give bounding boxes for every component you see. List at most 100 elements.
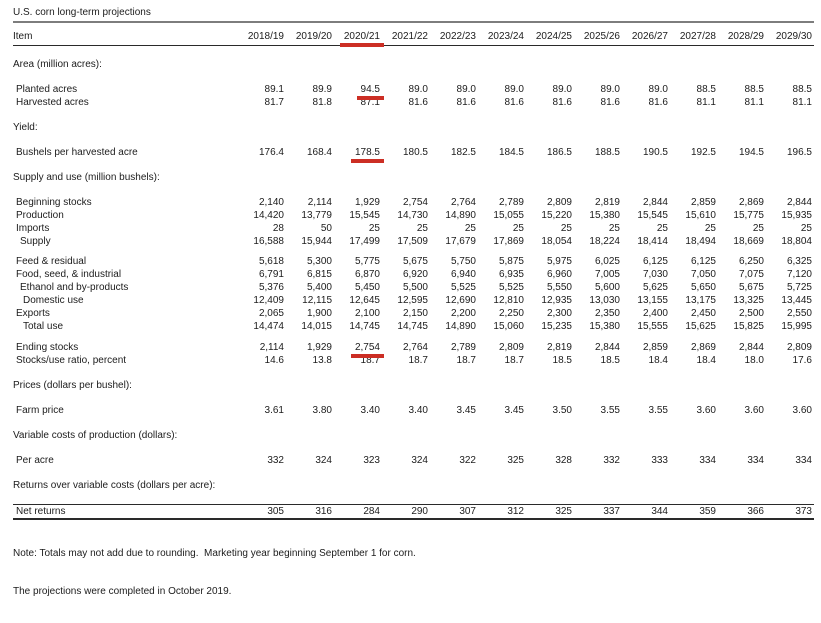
value-cell: 12,810 — [478, 294, 526, 307]
value-cell: 81.7 — [238, 96, 286, 109]
cell-value: 17,679 — [445, 236, 476, 247]
cell-value: 2,250 — [498, 308, 524, 319]
cell-value: 81.7 — [264, 97, 284, 108]
cell-value: 3.60 — [792, 405, 812, 416]
cell-value: 3.61 — [264, 405, 284, 416]
column-header-item: Item — [13, 29, 238, 46]
cell-value: 2,754 — [402, 197, 428, 208]
value-cell: 7,120 — [766, 268, 814, 281]
cell-value: 25 — [704, 223, 716, 234]
cell-value: 194.5 — [738, 147, 764, 158]
cell-value: 5,650 — [690, 282, 716, 293]
cell-value: 2,200 — [450, 308, 476, 319]
value-cell: 194.5 — [718, 146, 766, 159]
value-cell: 5,650 — [670, 281, 718, 294]
value-cell: 15,235 — [526, 320, 574, 333]
value-cell: 25 — [382, 222, 430, 235]
value-cell: 13.8 — [286, 354, 334, 367]
cell-value: 5,400 — [306, 282, 332, 293]
cell-value: 14,745 — [349, 321, 380, 332]
cell-value: 2,550 — [786, 308, 812, 319]
value-cell: 5,975 — [526, 248, 574, 268]
value-cell: 14,745 — [334, 320, 382, 333]
cell-value: 333 — [651, 455, 668, 466]
cell-value: 3.60 — [696, 405, 716, 416]
row-label: Supply — [20, 236, 51, 247]
column-header-year: 2025/26 — [574, 29, 622, 46]
cell-value: 2,764 — [450, 197, 476, 208]
value-cell: 17,509 — [382, 235, 430, 248]
value-cell: 334 — [766, 454, 814, 467]
value-cell: 87.1 — [334, 96, 382, 109]
value-cell: 6,025 — [574, 248, 622, 268]
column-header-year: 2027/28 — [670, 29, 718, 46]
value-cell: 89.0 — [478, 83, 526, 96]
cell-value: 25 — [560, 223, 572, 234]
column-header-year: 2019/20 — [286, 29, 334, 46]
value-cell: 2,114 — [238, 333, 286, 354]
header-row: Item 2018/19 2019/20 2020/21 2021/22 2022/23 2… — [13, 29, 814, 46]
cell-value: 2,819 — [546, 342, 572, 353]
cell-value: 316 — [315, 506, 332, 517]
cell-value: 325 — [507, 455, 524, 466]
cell-value: 15,060 — [493, 321, 524, 332]
value-cell: 3.60 — [718, 404, 766, 417]
cell-value: 12,935 — [541, 295, 572, 306]
data-row: Imports 28 50 25 25 25 25 25 25 25 25 25 25 — [13, 222, 814, 235]
cell-value: 5,618 — [258, 256, 284, 267]
cell-value: 18.7 — [456, 355, 476, 366]
cell-value: 2,789 — [450, 342, 476, 353]
cell-value: 13,325 — [733, 295, 764, 306]
year-label: 2021/22 — [391, 31, 428, 42]
value-cell: 12,690 — [430, 294, 478, 307]
cell-value: 13,155 — [637, 295, 668, 306]
value-cell: 2,809 — [766, 333, 814, 354]
value-cell: 6,815 — [286, 268, 334, 281]
year-label: 2023/24 — [487, 31, 524, 42]
cell-value: 3.45 — [456, 405, 476, 416]
year-label-red-underlined: 2020/21 — [343, 31, 380, 42]
value-cell: 5,450 — [334, 281, 382, 294]
value-cell: 18.0 — [718, 354, 766, 367]
value-cell: 344 — [622, 504, 670, 520]
cell-value: 81.6 — [552, 97, 572, 108]
value-cell: 3.40 — [334, 404, 382, 417]
cell-value: 6,960 — [546, 269, 572, 280]
section-row: Returns over variable costs (dollars per… — [13, 467, 814, 505]
cell-value: 15,935 — [781, 210, 812, 221]
cell-value: 2,819 — [594, 197, 620, 208]
cell-value: 14,890 — [445, 321, 476, 332]
cell-value: 7,030 — [642, 269, 668, 280]
value-cell: 81.6 — [382, 96, 430, 109]
value-cell: 25 — [670, 222, 718, 235]
value-cell: 5,525 — [430, 281, 478, 294]
cell-value: 89.9 — [312, 84, 332, 95]
cell-value: 81.6 — [648, 97, 668, 108]
section-label: Prices (dollars per bushel): — [13, 380, 132, 391]
value-cell: 81.6 — [478, 96, 526, 109]
value-cell: 328 — [526, 454, 574, 467]
cell-value: 17,509 — [397, 236, 428, 247]
value-cell: 196.5 — [766, 146, 814, 159]
cell-value: 89.0 — [648, 84, 668, 95]
column-header-year: 2024/25 — [526, 29, 574, 46]
cell-value: 14,015 — [301, 321, 332, 332]
row-label: Production — [16, 210, 64, 221]
value-cell: 14,015 — [286, 320, 334, 333]
value-cell: 17,679 — [430, 235, 478, 248]
cell-value: 18,224 — [589, 236, 620, 247]
value-cell: 5,625 — [622, 281, 670, 294]
cell-value: 88.5 — [792, 84, 812, 95]
cell-value: 81.8 — [312, 97, 332, 108]
value-cell: 305 — [238, 504, 286, 520]
cell-value: 2,844 — [642, 197, 668, 208]
cell-value: 5,525 — [450, 282, 476, 293]
section-row: Yield: — [13, 109, 814, 146]
value-cell: 81.6 — [622, 96, 670, 109]
section-row: Supply and use (million bushels): — [13, 159, 814, 196]
value-cell: 89.1 — [238, 83, 286, 96]
value-cell: 6,791 — [238, 268, 286, 281]
value-cell: 2,350 — [574, 307, 622, 320]
value-cell: 12,409 — [238, 294, 286, 307]
year-label: 2029/30 — [775, 31, 812, 42]
